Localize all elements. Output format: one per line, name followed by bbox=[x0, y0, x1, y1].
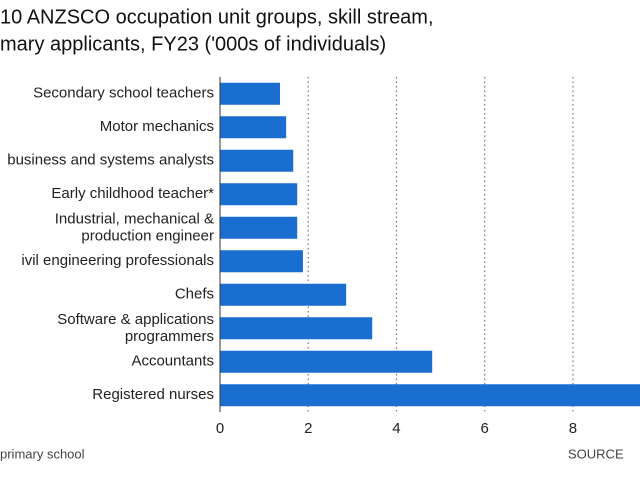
y-tick-label: ivil engineering professionals bbox=[21, 252, 214, 269]
bar bbox=[220, 250, 303, 273]
bar bbox=[220, 350, 433, 373]
y-tick-label: Accountants bbox=[131, 353, 214, 370]
y-tick-label: Chefs bbox=[175, 286, 214, 303]
x-tick-label: 2 bbox=[304, 420, 312, 437]
y-tick-label: Early childhood teacher* bbox=[51, 185, 214, 202]
x-tick-label: 0 bbox=[216, 420, 224, 437]
bar bbox=[220, 317, 373, 340]
bar bbox=[220, 183, 298, 206]
x-tick-label: 4 bbox=[392, 420, 400, 437]
bar bbox=[220, 116, 287, 139]
bar bbox=[220, 216, 298, 239]
bar bbox=[220, 283, 347, 306]
x-tick-label: 8 bbox=[569, 420, 577, 437]
x-tick-label: 6 bbox=[481, 420, 489, 437]
y-tick-label: Motor mechanics bbox=[100, 118, 214, 135]
y-tick-label: Software & applications programmers bbox=[57, 311, 214, 345]
bar bbox=[220, 82, 280, 105]
y-tick-label: Registered nurses bbox=[92, 386, 214, 403]
y-tick-label: business and systems analysts bbox=[7, 152, 214, 169]
chart-title: mary applicants, FY23 ('000s of individu… bbox=[0, 33, 386, 55]
bar bbox=[220, 149, 294, 172]
y-tick-label: Secondary school teachers bbox=[33, 85, 214, 102]
chart-title: 10 ANZSCO occupation unit groups, skill … bbox=[0, 6, 434, 28]
bar bbox=[220, 384, 640, 407]
footnote: primary school bbox=[0, 446, 85, 461]
y-tick-label: Industrial, mechanical & production engin… bbox=[55, 210, 214, 244]
source: SOURCE bbox=[568, 446, 624, 461]
